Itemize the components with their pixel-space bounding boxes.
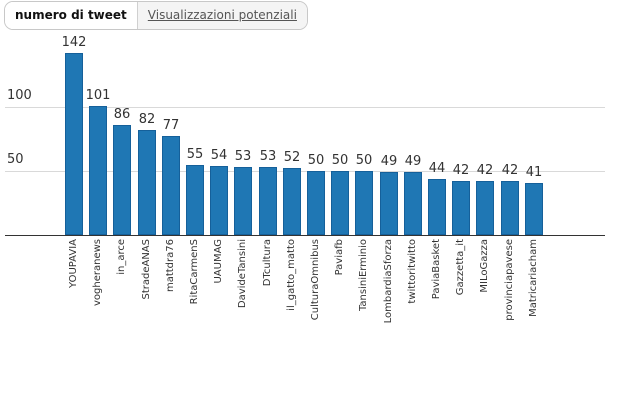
x-tick-label: MILoGazza: [479, 239, 490, 293]
value-label: 86: [113, 107, 131, 122]
bar-DTcultura[interactable]: [259, 167, 277, 235]
x-tick-label: StradeANAS: [141, 239, 152, 300]
bar-Gazzetta_it[interactable]: [452, 181, 470, 235]
x-tick-label: RitaCarmenS: [189, 239, 200, 305]
x-tick-label: Gazzetta_it: [455, 239, 466, 296]
x-tick-label: in_arce: [116, 239, 127, 275]
value-label: 41: [525, 165, 543, 180]
gridline: [5, 107, 605, 108]
x-tick-label: twittoritwitto: [407, 239, 418, 304]
x-tick-label: mattdra76: [165, 239, 176, 293]
value-label: 44: [428, 161, 446, 176]
x-tick-label: UAUMAG: [213, 239, 224, 284]
bar-StradeANAS[interactable]: [138, 130, 156, 235]
x-tick-label: PaviaBasket: [431, 239, 442, 300]
x-tick-label: Paviafb: [334, 239, 345, 276]
value-label: 53: [234, 149, 252, 164]
x-tick-label: YOUPAVIA: [68, 239, 79, 288]
y-tick-label: 100: [7, 88, 32, 103]
bar-CulturaOmnibus[interactable]: [307, 171, 325, 235]
value-label: 50: [331, 153, 349, 168]
x-tick-label: il_gatto_matto: [286, 239, 297, 311]
bar-mattdra76[interactable]: [162, 136, 180, 235]
tab-visualizzazioni-potenziali[interactable]: Visualizzazioni potenziali: [136, 2, 307, 29]
bar-YOUPAVIA[interactable]: [65, 53, 83, 235]
value-label: 101: [85, 88, 111, 103]
metric-tabs: numero di tweet Visualizzazioni potenzia…: [4, 1, 308, 30]
y-tick-label: 50: [7, 152, 24, 167]
value-label: 55: [186, 147, 204, 162]
value-label: 53: [259, 149, 277, 164]
bar-MILoGazza[interactable]: [476, 181, 494, 235]
x-tick-label: provinciapavese: [504, 239, 515, 321]
x-tick-label: DTcultura: [262, 239, 273, 287]
value-label: 42: [476, 163, 494, 178]
bar-Matricariacham[interactable]: [525, 183, 543, 235]
value-label: 49: [404, 154, 422, 169]
bar-TansiniErminio[interactable]: [355, 171, 373, 235]
bar-LombardiaSforza[interactable]: [380, 172, 398, 235]
x-tick-label: Matricariacham: [528, 239, 539, 317]
bar-DavideTansini[interactable]: [234, 167, 252, 235]
bar-RitaCarmenS[interactable]: [186, 165, 204, 235]
x-axis-line: [5, 235, 605, 236]
x-tick-label: TansiniErminio: [358, 239, 369, 312]
value-label: 42: [452, 163, 470, 178]
bar-provinciapavese[interactable]: [501, 181, 519, 235]
value-label: 42: [501, 163, 519, 178]
tab-numero-di-tweet[interactable]: numero di tweet: [5, 2, 137, 29]
value-label: 52: [283, 150, 301, 165]
bar-UAUMAG[interactable]: [210, 166, 228, 235]
value-label: 50: [307, 153, 325, 168]
x-tick-label: DavideTansini: [237, 239, 248, 309]
value-label: 82: [138, 112, 156, 127]
x-tick-label: CulturaOmnibus: [310, 239, 321, 321]
value-label: 54: [210, 148, 228, 163]
bar-vogheranews[interactable]: [89, 106, 107, 235]
gridline: [5, 171, 605, 172]
bar-PaviaBasket[interactable]: [428, 179, 446, 235]
value-label: 49: [380, 154, 398, 169]
bar-twittoritwitto[interactable]: [404, 172, 422, 235]
value-label: 50: [355, 153, 373, 168]
x-tick-label: vogheranews: [92, 239, 103, 306]
bar-il_gatto_matto[interactable]: [283, 168, 301, 235]
value-label: 77: [162, 118, 180, 133]
bar-in_arce[interactable]: [113, 125, 131, 235]
bar-Paviafb[interactable]: [331, 171, 349, 235]
x-tick-label: LombardiaSforza: [383, 239, 394, 324]
value-label: 142: [61, 35, 87, 50]
